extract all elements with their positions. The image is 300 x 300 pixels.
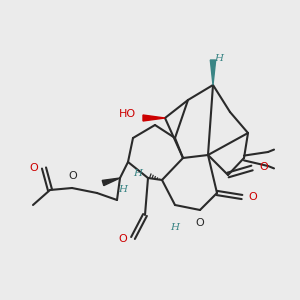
Text: O: O — [195, 218, 204, 228]
Polygon shape — [102, 178, 120, 186]
Text: O: O — [249, 192, 257, 202]
Text: H: H — [214, 54, 223, 63]
Text: O: O — [29, 163, 38, 173]
Polygon shape — [143, 115, 165, 121]
Text: H: H — [118, 185, 127, 194]
Text: O: O — [118, 234, 127, 244]
Text: HO: HO — [119, 110, 136, 119]
Polygon shape — [210, 60, 216, 85]
Text: H: H — [133, 169, 142, 178]
Text: H: H — [170, 224, 179, 232]
Text: O: O — [68, 171, 77, 182]
Text: O: O — [260, 162, 268, 172]
